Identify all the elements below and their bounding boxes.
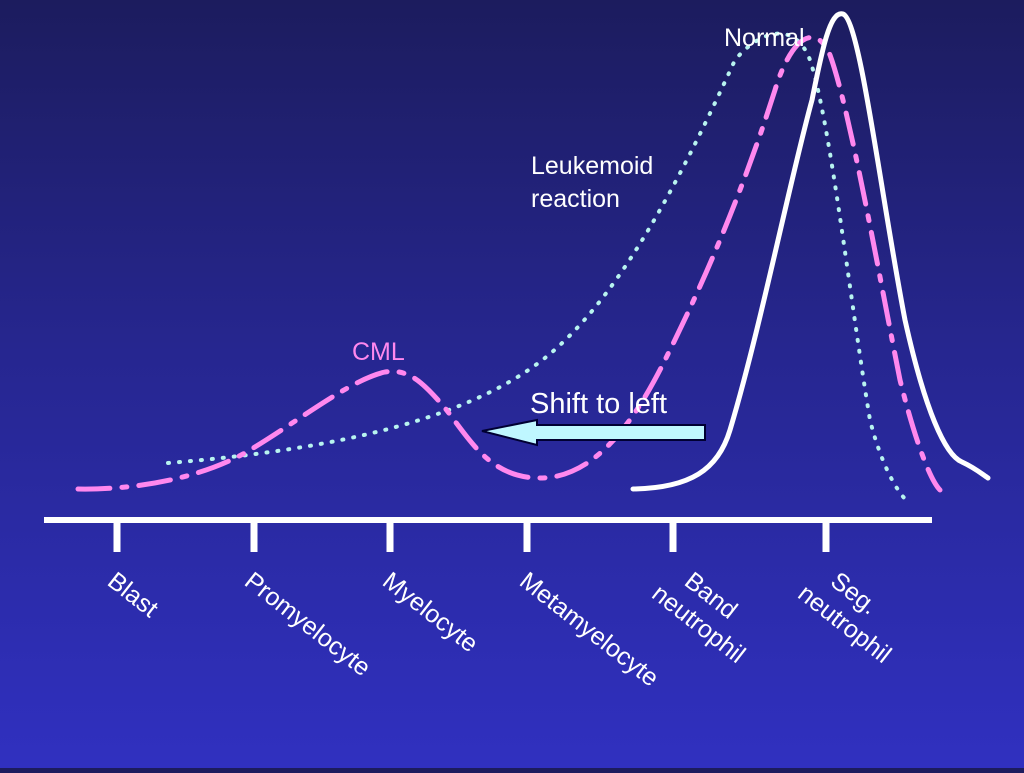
normal-curve — [630, 11, 991, 492]
category-label-metamyelocyte: Metamyelocyte — [514, 567, 664, 693]
category-label-seg-neutrophil: Seg. neutrophil — [793, 556, 915, 669]
category-label-promyelocyte: Promyelocyte — [239, 567, 376, 682]
shift-left-arrow — [481, 418, 706, 447]
cml-curve — [75, 34, 943, 493]
category-label-blast: Blast — [102, 567, 163, 623]
cml-label: CML — [352, 338, 405, 366]
shift-to-left-label: Shift to left — [530, 388, 667, 420]
leukemoid-curve — [166, 31, 910, 504]
leukemoid-label-line2: reaction — [531, 185, 620, 213]
category-label-myelocyte: Myelocyte — [377, 567, 483, 658]
category-label-band-neutrophil: Band neutrophil — [647, 556, 769, 669]
leukemoid-label-line1: Leukemoid — [531, 152, 653, 180]
normal-label: Normal — [724, 24, 805, 52]
